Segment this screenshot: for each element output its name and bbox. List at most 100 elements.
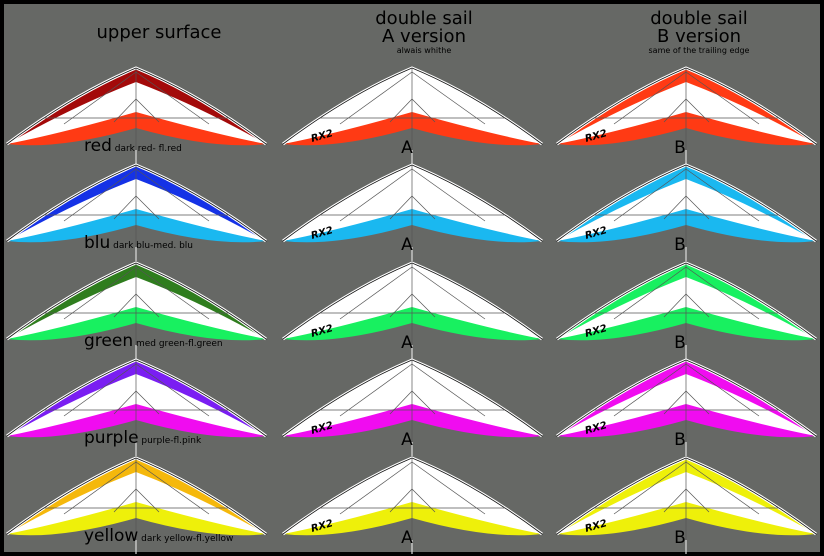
strut-line bbox=[135, 168, 210, 222]
glider-b-version: RX2 bbox=[555, 261, 818, 359]
glider-wing: RX2 bbox=[281, 358, 544, 456]
header-a-version: double sail A version alwais whithe bbox=[304, 10, 544, 56]
strut-line bbox=[63, 363, 137, 417]
glider-upper-surface bbox=[5, 358, 268, 456]
strut-line bbox=[411, 461, 486, 515]
strut-line bbox=[411, 293, 436, 318]
version-letter-a: A bbox=[401, 333, 413, 353]
glider-upper-surface bbox=[5, 163, 268, 261]
glider-wing bbox=[5, 358, 268, 456]
glider-wing: RX2 bbox=[555, 66, 818, 164]
glider-a-version: RX2 bbox=[281, 163, 544, 261]
trailing-edge-band bbox=[283, 209, 542, 243]
strut-line bbox=[685, 390, 710, 415]
header-b-version: double sail B version same of the traili… bbox=[579, 10, 819, 56]
strut-line bbox=[411, 363, 486, 417]
strut-line bbox=[135, 266, 210, 320]
color-detail: dark blu-med. blu bbox=[110, 241, 193, 251]
strut-line bbox=[663, 195, 687, 220]
strut-line bbox=[339, 266, 413, 320]
glider-a-version: RX2 bbox=[281, 358, 544, 456]
strut-line bbox=[411, 390, 436, 415]
strut-line bbox=[685, 168, 760, 222]
strut-line bbox=[663, 293, 687, 318]
strut-line bbox=[411, 195, 436, 220]
glider-wing bbox=[5, 163, 268, 261]
strut-line bbox=[663, 98, 687, 123]
glider-wing: RX2 bbox=[281, 456, 544, 554]
glider-wing: RX2 bbox=[281, 261, 544, 359]
header-upper-surface: upper surface bbox=[96, 22, 222, 43]
strut-line bbox=[685, 98, 710, 123]
trailing-edge-band bbox=[7, 112, 266, 146]
glider-upper-surface bbox=[5, 261, 268, 359]
row-label: purple purple-fl.pink bbox=[84, 428, 201, 448]
strut-line bbox=[63, 71, 137, 125]
strut-line bbox=[685, 488, 710, 513]
glider-wing: RX2 bbox=[555, 456, 818, 554]
glider-upper-surface bbox=[5, 66, 268, 164]
color-detail: dark yellow-fl.yellow bbox=[138, 534, 234, 544]
strut-line bbox=[135, 71, 210, 125]
version-letter-a: A bbox=[401, 528, 413, 548]
strut-line bbox=[685, 461, 760, 515]
glider-wing bbox=[5, 261, 268, 359]
glider-wing: RX2 bbox=[555, 261, 818, 359]
strut-line bbox=[685, 71, 760, 125]
trailing-edge-band bbox=[283, 307, 542, 341]
strut-line bbox=[63, 461, 137, 515]
glider-wing bbox=[5, 456, 268, 554]
row-label: blu dark blu-med. blu bbox=[84, 233, 193, 253]
trailing-edge-band bbox=[557, 112, 816, 146]
version-letter-b: B bbox=[674, 528, 686, 548]
color-name: yellow bbox=[84, 526, 139, 546]
strut-line bbox=[389, 488, 413, 513]
header-b-title: double sail bbox=[650, 8, 748, 29]
header-b-note: same of the trailing edge bbox=[648, 46, 750, 55]
row-label: green med green-fl.green bbox=[84, 331, 223, 351]
version-letter-b: B bbox=[674, 430, 686, 450]
figure-panel: upper surface double sail A version alwa… bbox=[4, 4, 820, 554]
color-name: purple bbox=[84, 428, 139, 448]
glider-wing: RX2 bbox=[281, 163, 544, 261]
strut-line bbox=[135, 98, 160, 123]
strut-line bbox=[389, 293, 413, 318]
strut-line bbox=[411, 488, 436, 513]
strut-line bbox=[613, 168, 687, 222]
strut-line bbox=[613, 71, 687, 125]
glider-b-version: RX2 bbox=[555, 66, 818, 164]
strut-line bbox=[339, 363, 413, 417]
strut-line bbox=[63, 168, 137, 222]
strut-line bbox=[411, 168, 486, 222]
glider-a-version: RX2 bbox=[281, 456, 544, 554]
strut-line bbox=[613, 363, 687, 417]
trailing-edge-band bbox=[7, 404, 266, 438]
trailing-edge-band bbox=[283, 112, 542, 146]
row-label: red dark red- fl.red bbox=[84, 136, 182, 156]
strut-line bbox=[135, 363, 210, 417]
glider-b-version: RX2 bbox=[555, 358, 818, 456]
glider-upper-surface bbox=[5, 456, 268, 554]
trailing-edge-band bbox=[557, 502, 816, 536]
color-detail: dark red- fl.red bbox=[111, 144, 182, 154]
version-letter-a: A bbox=[401, 235, 413, 255]
strut-line bbox=[411, 98, 436, 123]
glider-b-version: RX2 bbox=[555, 456, 818, 554]
strut-line bbox=[135, 390, 160, 415]
strut-line bbox=[389, 195, 413, 220]
strut-line bbox=[113, 98, 137, 123]
strut-line bbox=[613, 266, 687, 320]
strut-line bbox=[135, 293, 160, 318]
version-letter-b: B bbox=[674, 235, 686, 255]
version-letter-b: B bbox=[674, 138, 686, 158]
strut-line bbox=[389, 390, 413, 415]
strut-line bbox=[685, 293, 710, 318]
strut-line bbox=[411, 266, 486, 320]
header-a-note: alwais whithe bbox=[396, 46, 452, 55]
version-letter-a: A bbox=[401, 138, 413, 158]
strut-line bbox=[613, 461, 687, 515]
strut-line bbox=[339, 71, 413, 125]
header-a-title: double sail bbox=[375, 8, 473, 29]
trailing-edge-band bbox=[7, 307, 266, 341]
